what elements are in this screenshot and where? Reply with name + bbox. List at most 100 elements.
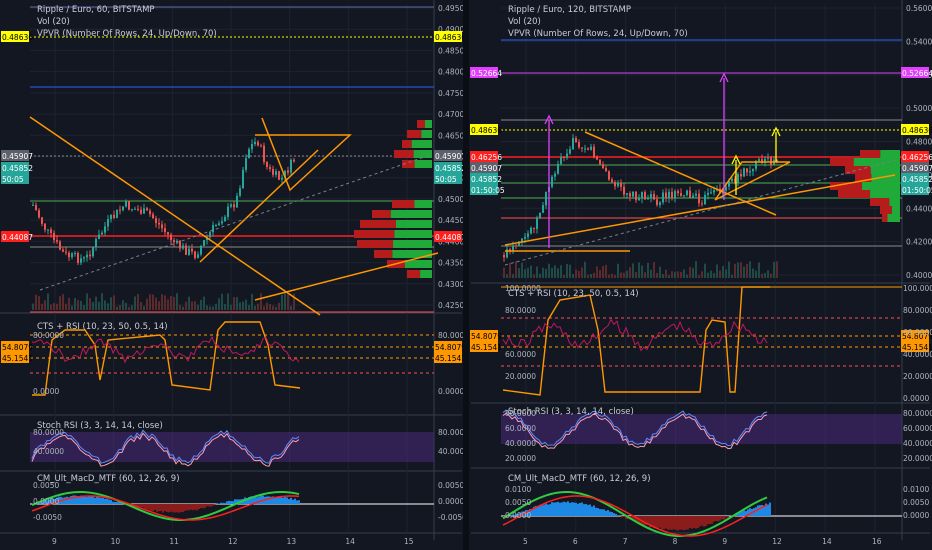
candle-body (110, 214, 112, 220)
candle-body (128, 201, 130, 210)
right-macd-label: CM_Ult_MacD_MTF (60, 12, 26, 9) (508, 474, 651, 484)
volume-bar (629, 267, 631, 278)
candle-body (137, 208, 139, 210)
volume-bar (119, 304, 121, 310)
macd-hist (669, 516, 671, 530)
candle-body (260, 145, 262, 147)
left-dashed-trend (39, 154, 431, 291)
volume-bar (773, 261, 775, 278)
candle-body (566, 153, 568, 158)
macd-hist (282, 497, 284, 504)
macd-hist (88, 495, 90, 504)
left-edge-tag-current-bg (470, 162, 498, 173)
volume-bar (761, 273, 763, 278)
macd-left-tick: -0.0050 (33, 513, 62, 522)
vpvr-sell (360, 220, 396, 228)
candle-body (200, 245, 202, 255)
macd-hist (68, 497, 70, 504)
macd-hist (655, 516, 657, 528)
volume-bar (752, 268, 754, 278)
price-tick-label: 0.44500 (438, 216, 469, 225)
left-vpvr-label: VPVR (Number Of Rows, 24, Up/Down, 70) (37, 29, 217, 39)
macd-hist (94, 497, 96, 504)
volume-bar (578, 270, 580, 278)
candle-body (77, 253, 79, 263)
vpvr-buy (411, 140, 432, 148)
time-tick-label: 11 (169, 537, 179, 546)
vpvr-buy (870, 190, 900, 198)
macd-tick: 0.0050 (903, 498, 929, 507)
macd-hist (573, 502, 575, 516)
volume-bar (704, 263, 706, 278)
candle-body (620, 183, 622, 187)
macd-tick: 0.0000 (438, 497, 464, 506)
rsi-left-tick: 20.0000 (505, 372, 536, 381)
vpvr-buy (395, 220, 432, 228)
vpvr-buy (870, 166, 900, 174)
volume-bar (722, 265, 724, 278)
macd-left-tick: 0.0050 (33, 481, 59, 490)
macd-hist (212, 504, 214, 506)
left-edge-tag-current-bg (1, 150, 29, 161)
candle-body (551, 176, 553, 187)
right-cts-label: CTS + RSI (10, 23, 50, 0.5, 14) (508, 289, 639, 299)
candle-body (119, 209, 121, 211)
candle-body (41, 217, 43, 224)
macd-hist (521, 511, 523, 516)
candle-body (512, 245, 514, 251)
candle-body (575, 137, 577, 143)
rsi-tick: 0.0000 (438, 387, 464, 396)
volume-bar (515, 261, 517, 278)
macd-hist (200, 504, 202, 509)
candle-body (242, 169, 244, 189)
price-tick-label: 0.47500 (438, 89, 469, 98)
left-uptrend-line[interactable] (199, 149, 319, 263)
vpvr-sell (402, 140, 412, 148)
time-tick-label: 9 (722, 537, 727, 546)
volume-bar (170, 296, 172, 310)
volume-bar (548, 263, 550, 278)
macd-hist (565, 502, 567, 516)
macd-hist (142, 504, 144, 508)
volume-bar (533, 274, 535, 278)
volume-bar (521, 262, 523, 278)
macd-hist (701, 516, 703, 526)
macd-hist (685, 516, 687, 530)
left-triangle-pattern[interactable] (255, 117, 352, 192)
left-long-support-line[interactable] (254, 252, 439, 301)
volume-bar (122, 300, 124, 310)
macd-hist (539, 504, 541, 516)
vpvr-sell (392, 200, 415, 208)
left-chart-panel[interactable]: 0.49500 0.49000 0.48500 0.48000 0.47500 0.470… (0, 0, 469, 550)
time-tick-label: 6 (573, 537, 578, 546)
volume-bar (644, 272, 646, 278)
right-triangle-pattern[interactable] (714, 161, 791, 201)
right-labels: Ripple / Euro, 120, BITSTAMP Vol (20) VP… (508, 5, 688, 484)
candle-body (95, 239, 97, 248)
price-tick-label: 0.43500 (438, 259, 469, 268)
macd-hist (144, 504, 146, 509)
candle-body (164, 228, 166, 233)
volume-bar (89, 298, 91, 310)
macd-hist (559, 502, 561, 516)
left-downtrend-line[interactable] (29, 116, 321, 316)
volume-bar (593, 272, 595, 278)
volume-bar (257, 303, 259, 310)
volume-bar (656, 273, 658, 278)
candle-body (668, 191, 670, 199)
macd-hist (547, 504, 549, 516)
candle-body (179, 240, 181, 249)
vpvr-buy (862, 182, 900, 190)
candle-body (44, 223, 46, 230)
right-long-uptrend-line[interactable] (504, 174, 896, 246)
macd-line (31, 491, 300, 521)
right-downtrend-line[interactable] (584, 131, 777, 216)
volume-bar (674, 271, 676, 278)
right-chart-panel[interactable]: 0.560000.540000.520000.500000.480000.460… (469, 0, 932, 550)
macd-hist (643, 516, 645, 525)
volume-bar (698, 274, 700, 278)
candle-body (704, 194, 706, 205)
volume-bar (755, 270, 757, 278)
